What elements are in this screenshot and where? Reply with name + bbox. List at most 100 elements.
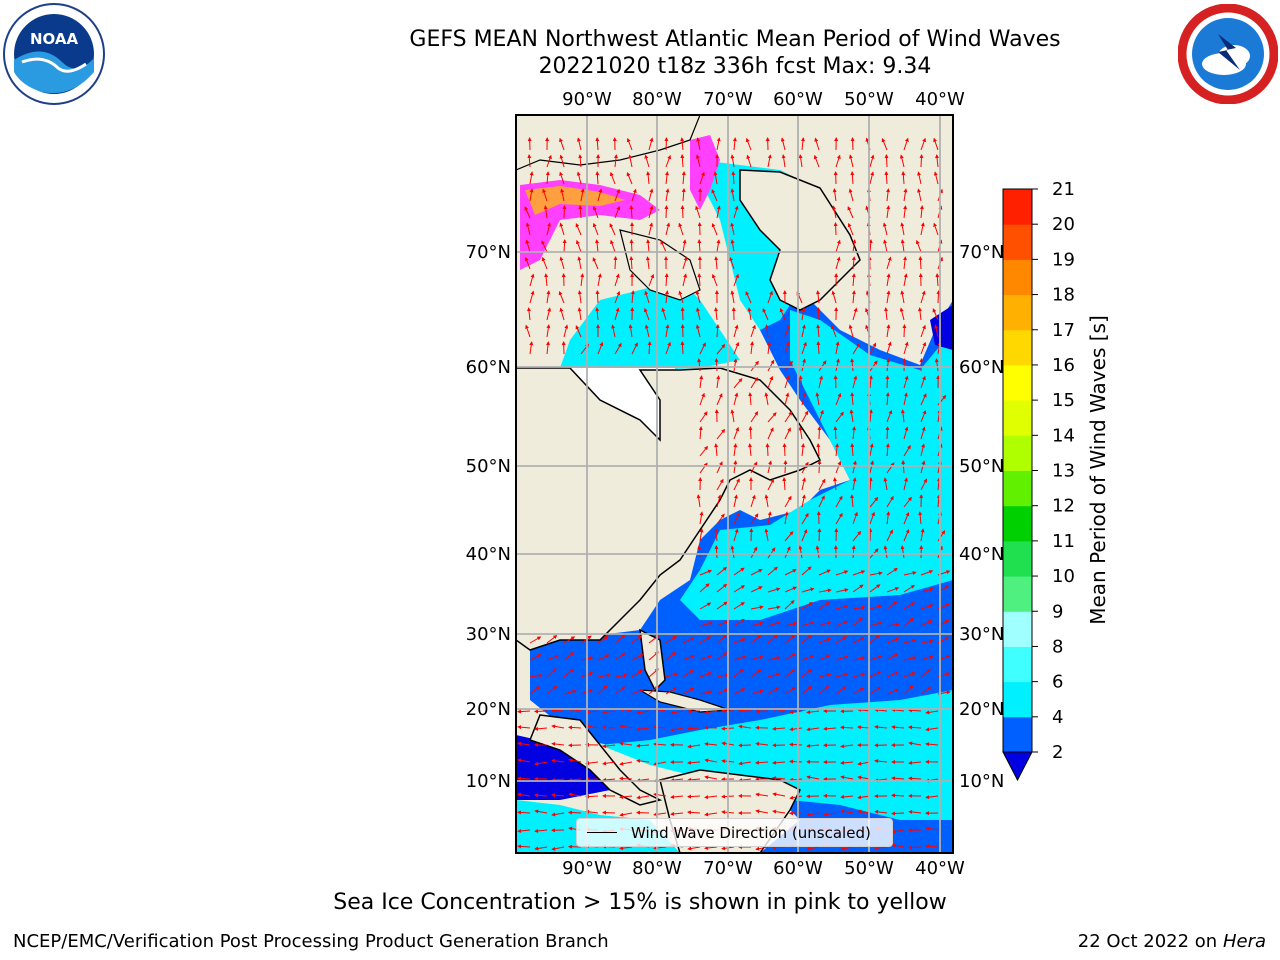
wave-direction-arrow [636,727,650,732]
wave-direction-arrow [920,341,927,355]
wave-direction-arrow [680,154,685,168]
wave-direction-arrow [784,341,790,355]
wave-direction-arrow [714,307,719,321]
wave-direction-arrow [575,239,582,253]
wave-direction-arrow [664,273,669,287]
lat-label-right: 40°N [959,544,1004,565]
wave-direction-arrow [716,343,726,355]
wave-direction-arrow [750,569,763,576]
wave-direction-arrow [852,530,862,542]
wave-direction-arrow [733,567,745,576]
wave-direction-arrow [764,324,769,338]
wave-direction-arrow [626,137,633,151]
wave-direction-arrow [664,205,669,219]
wave-direction-arrow [614,342,622,355]
wave-direction-arrow [917,171,922,185]
wave-direction-arrow [748,426,753,440]
wave-direction-arrow [585,809,599,814]
legend-label: Wind Wave Direction (unscaled) [631,823,871,842]
wave-direction-arrow [733,443,738,457]
wave-direction-arrow [767,511,772,525]
wave-direction-arrow [698,426,703,440]
wave-direction-arrow [801,685,813,695]
wave-direction-arrow [704,795,718,800]
wind-wave-arrows [517,137,951,851]
wave-direction-arrow [738,724,752,729]
wave-direction-arrow [585,724,599,729]
wave-direction-arrow [755,846,769,851]
wave-direction-arrow [551,741,565,746]
wave-direction-arrow [730,545,735,559]
wave-direction-arrow [915,239,922,253]
wave-direction-arrow [772,760,786,765]
wave-direction-arrow [711,273,718,287]
wave-direction-arrow [784,392,790,406]
wave-direction-arrow [818,495,825,508]
wave-direction-arrow [767,359,775,372]
wave-direction-arrow [563,636,576,644]
wave-direction-arrow [920,587,934,593]
wave-direction-arrow [680,341,685,355]
wave-direction-arrow [784,635,796,644]
wave-direction-arrow [874,759,888,764]
wave-direction-arrow [789,777,803,782]
wave-direction-arrow [852,375,858,389]
wave-direction-arrow [920,478,927,491]
wave-direction-arrow [789,742,803,747]
wave-direction-arrow [529,188,534,202]
wave-direction-arrow [534,793,548,798]
wave-direction-arrow [772,776,786,781]
wave-direction-arrow [585,710,599,715]
wave-direction-arrow [733,426,740,440]
wave-direction-arrow [835,341,840,355]
wave-direction-arrow [558,290,565,304]
wave-direction-arrow [716,583,728,593]
wave-direction-arrow [801,621,815,627]
wave-direction-arrow [818,409,824,423]
wave-direction-arrow [920,290,926,304]
wave-direction-arrow [767,341,772,355]
wave-direction-arrow [813,154,820,168]
wave-direction-arrow [595,137,600,151]
wave-direction-arrow [830,324,837,338]
land-central-america [529,714,663,806]
wave-direction-arrow [903,571,917,576]
wave-direction-arrow [784,495,792,508]
wave-direction-arrow [562,239,567,253]
wave-direction-arrow [835,154,841,168]
wave-direction-arrow [869,511,875,525]
wave-direction-arrow [714,545,719,559]
wave-direction-arrow [781,154,786,168]
wave-direction-arrow [551,724,565,729]
wave-direction-arrow [784,668,796,678]
wave-direction-arrow [885,426,890,440]
wave-direction-arrow [716,478,724,491]
wave-direction-arrow [903,205,908,219]
wave-direction-arrow [848,154,854,168]
wave-direction-arrow [840,725,854,730]
wave-direction-arrow [517,810,531,815]
wave-direction-arrow [932,308,939,321]
colorbar-tick-label: 16 [1052,355,1075,376]
wave-direction-arrow [869,342,877,355]
wave-direction-arrow [517,709,531,714]
hudson-bay [560,280,740,370]
wave-direction-arrow [645,256,650,270]
wave-direction-arrow [798,545,803,559]
wave-direction-arrow [816,341,821,355]
wave-direction-arrow [517,844,531,849]
wave-direction-arrow [699,342,706,355]
wave-direction-arrow [835,411,844,423]
wave-direction-arrow [716,205,721,219]
wave-direction-arrow [772,809,786,814]
wave-direction-arrow [852,477,857,491]
wave-direction-arrow [699,636,712,644]
wave-direction-arrow [801,410,809,423]
wave-direction-arrow [699,511,704,525]
wave-direction-arrow [648,188,654,202]
wave-direction-arrow [891,793,905,798]
wave-direction-arrow [592,222,599,236]
colorbar-segment [1003,576,1032,612]
wave-direction-arrow [748,392,753,406]
colorbar-segment [1003,646,1032,683]
